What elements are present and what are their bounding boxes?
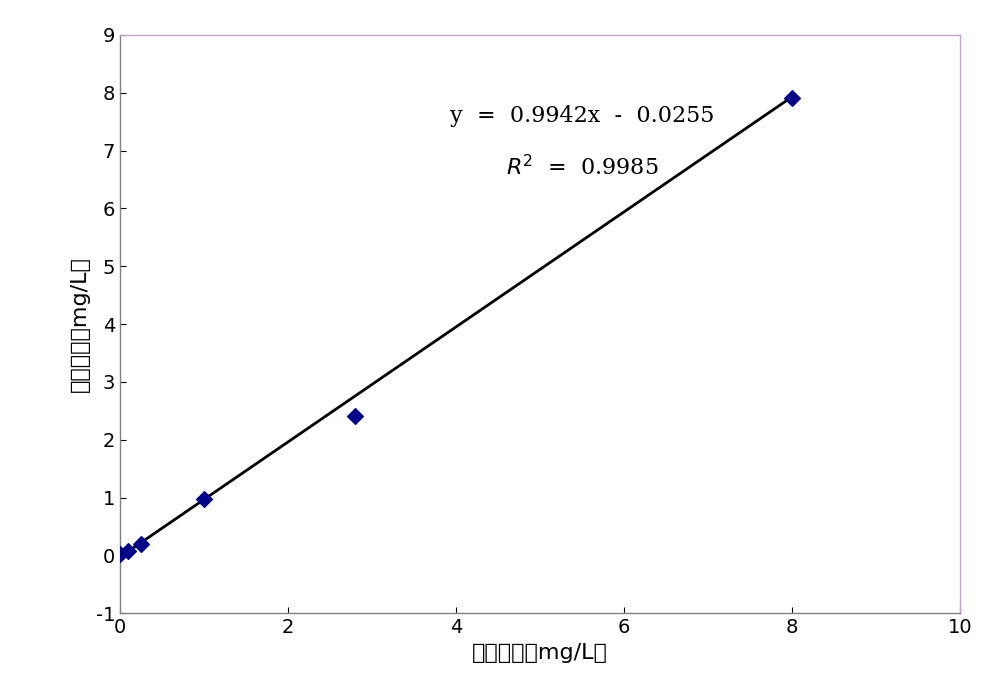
Text: y  =  0.9942x  -  0.0255: y = 0.9942x - 0.0255 bbox=[450, 105, 714, 127]
Point bbox=[784, 93, 800, 104]
Y-axis label: 实测浓度（mg/L）: 实测浓度（mg/L） bbox=[70, 256, 90, 392]
Point bbox=[196, 493, 212, 505]
Point bbox=[133, 538, 149, 549]
Point bbox=[347, 410, 363, 421]
X-axis label: 理论浓度（mg/L）: 理论浓度（mg/L） bbox=[472, 643, 608, 663]
Point bbox=[120, 546, 136, 557]
Point bbox=[112, 549, 128, 560]
Text: $R^2$  =  0.9985: $R^2$ = 0.9985 bbox=[506, 155, 658, 181]
